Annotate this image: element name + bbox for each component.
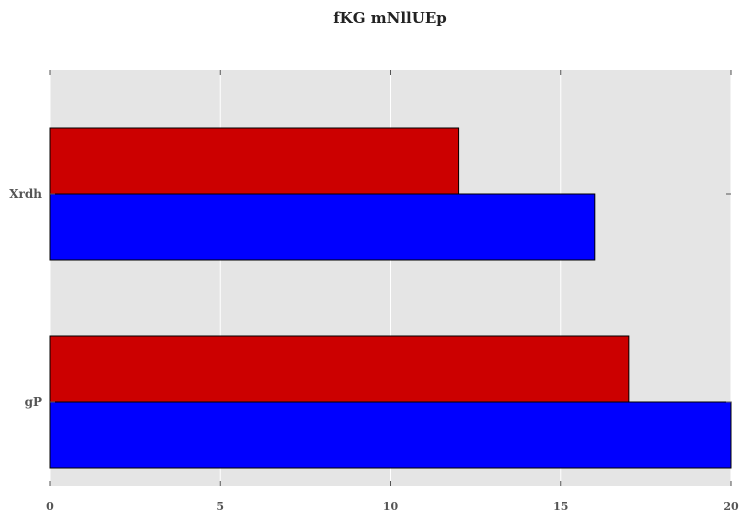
chart-title: fKG mNllUEp [333,9,447,27]
bar [49,193,596,261]
y-tick-label: gP [25,395,42,409]
bar [49,127,460,195]
bar [49,401,732,469]
x-tick-label: 20 [723,500,739,513]
x-tick-label: 5 [216,500,224,513]
y-tick-label: Xrdh [9,187,42,201]
x-tick-label: 10 [383,500,399,513]
bar [49,335,630,403]
x-tick-label: 0 [46,500,54,513]
x-tick-label: 15 [553,500,568,513]
